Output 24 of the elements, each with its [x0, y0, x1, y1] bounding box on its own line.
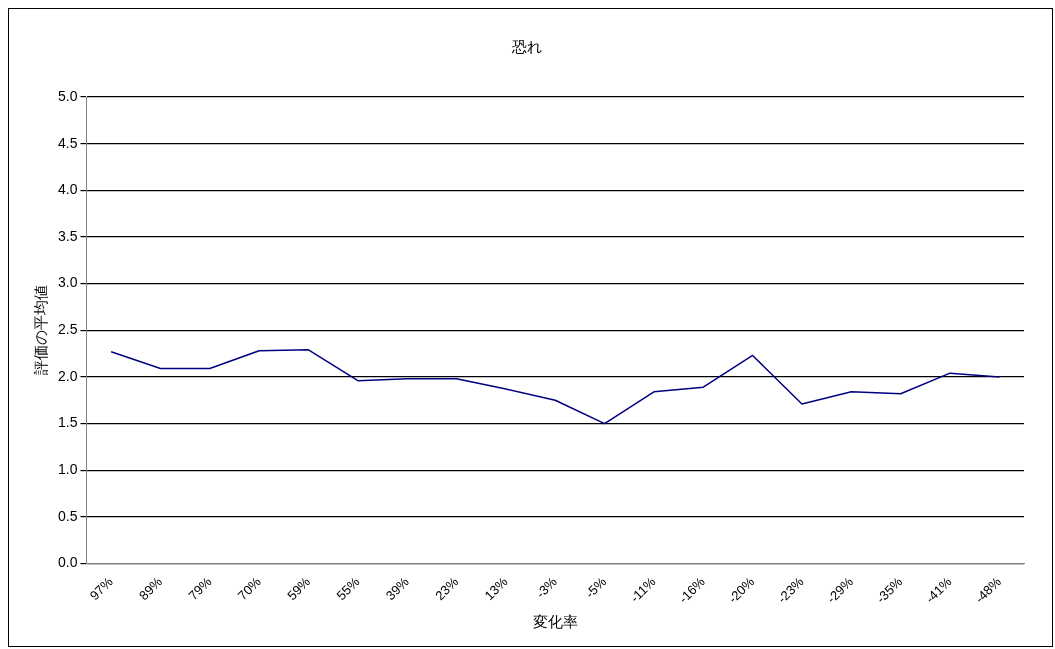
y-tick-label: 3.0	[57, 274, 78, 291]
y-tick-label: 5.0	[57, 87, 78, 104]
x-tick-label: -5%	[582, 573, 610, 602]
x-tick-label: 59%	[284, 573, 314, 604]
chart-title: 恐れ	[510, 38, 542, 56]
x-tick-label: 97%	[86, 573, 117, 604]
x-tick-label: 13%	[481, 573, 511, 604]
x-axis-title: 変化率	[532, 613, 578, 631]
x-tick-label: -3%	[532, 573, 561, 602]
y-tick-label: 3.5	[57, 227, 78, 244]
y-tick-label: 2.0	[57, 367, 78, 384]
y-tick-label: 0.5	[57, 507, 78, 524]
y-tick-label: 2.5	[57, 321, 78, 338]
x-tick-label: 70%	[234, 573, 265, 604]
y-axis-title: 評価の平均値	[32, 285, 50, 376]
y-tick-label: 0.0	[57, 554, 78, 571]
x-tick-label: 79%	[185, 573, 215, 604]
y-tick-label: 4.5	[57, 134, 78, 151]
y-tick-label: 1.5	[57, 414, 78, 431]
x-tick-label: 55%	[333, 573, 363, 604]
x-tick-label: 89%	[136, 573, 166, 604]
y-tick-label: 1.0	[57, 461, 78, 478]
x-tick-label: 39%	[382, 573, 413, 604]
y-tick-label: 4.0	[57, 181, 78, 198]
